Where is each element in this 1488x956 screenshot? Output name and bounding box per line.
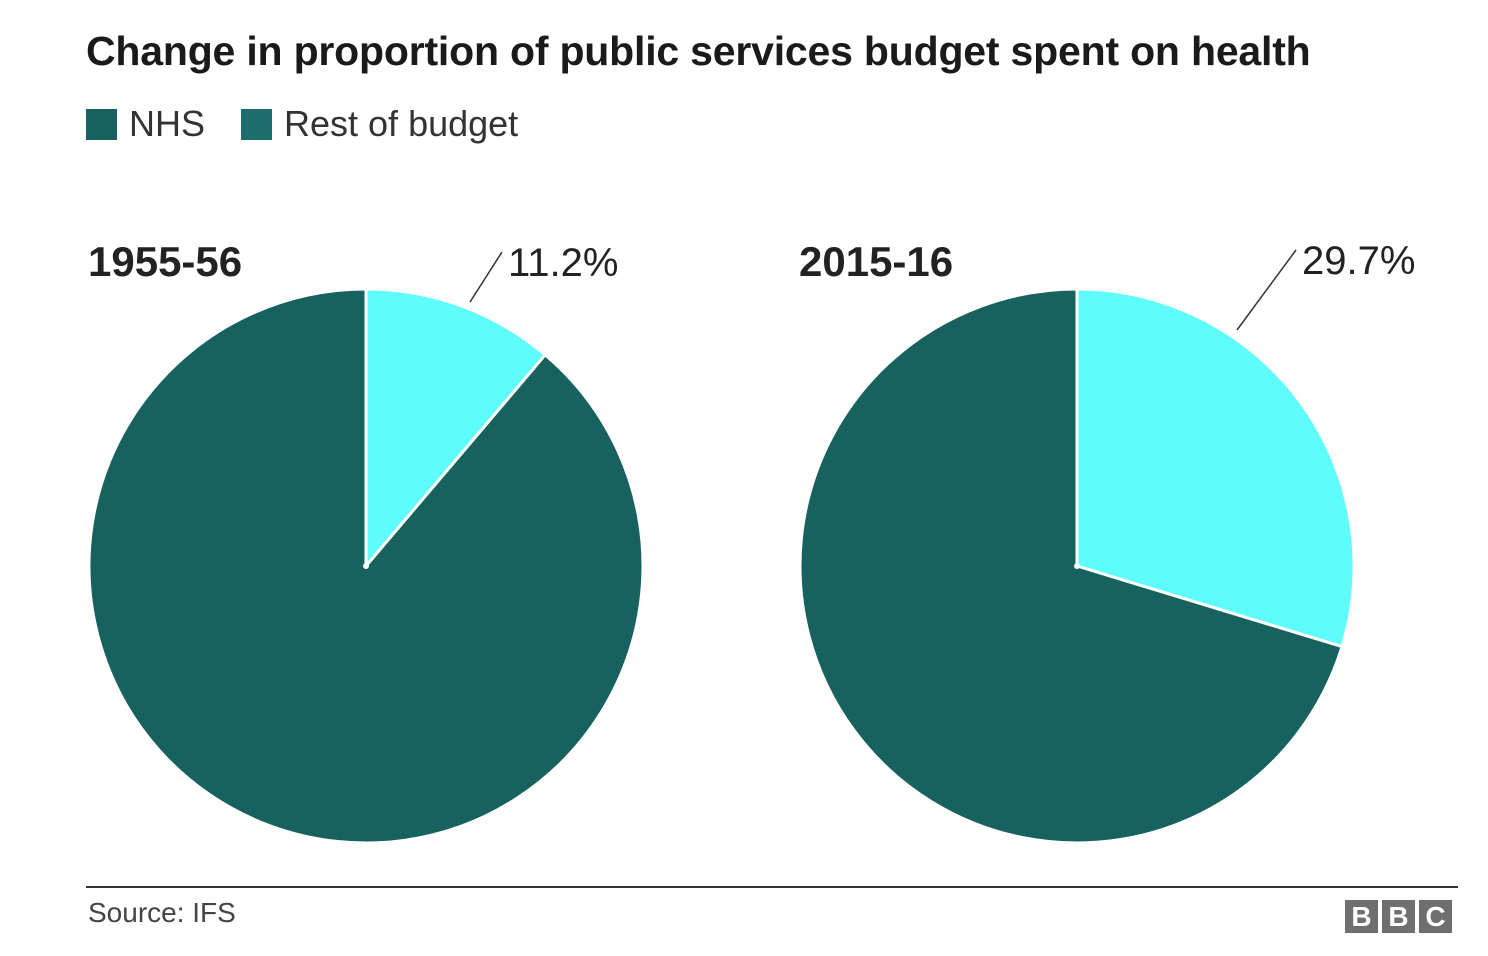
legend-item-rest-of-budget: Rest of budget <box>241 103 518 145</box>
bbc-logo: B B C <box>1341 900 1452 933</box>
pie-slice-nhs <box>1075 287 1356 649</box>
pie-charts: 1955-56 11.2% 2015-16 29.7% <box>87 238 1415 845</box>
source-note: Source: IFS <box>88 897 236 928</box>
legend-swatch-rest-of-budget <box>241 108 273 140</box>
legend-swatch-nhs <box>86 108 117 140</box>
pie-chart-1: 1955-56 11.2% <box>87 238 645 845</box>
data-label-leader-line <box>1236 249 1297 331</box>
pie-title: 2015-16 <box>799 238 953 285</box>
data-label-leader-line <box>469 251 503 303</box>
legend-label-nhs: NHS <box>129 103 206 144</box>
pie-center-dot <box>363 563 369 569</box>
pie-chart-2: 2015-16 29.7% <box>798 238 1415 845</box>
pie-data-label: 29.7% <box>1302 239 1415 283</box>
footer-divider <box>86 886 1458 888</box>
legend-label-rest-of-budget: Rest of budget <box>284 103 519 144</box>
pie-data-label: 11.2% <box>508 241 618 285</box>
pie-center-dot <box>1074 563 1080 569</box>
pie-slice-rest-of-budget <box>798 287 1344 845</box>
legend: NHS Rest of budget <box>86 103 554 145</box>
bbc-logo-letter-b1: B <box>1345 900 1378 933</box>
pie-slice-nhs <box>364 287 547 568</box>
bbc-logo-letter-b2: B <box>1382 900 1415 933</box>
bbc-logo-letter-c: C <box>1419 900 1452 933</box>
legend-item-nhs: NHS <box>86 103 205 145</box>
chart-title: Change in proportion of public services … <box>86 28 1311 74</box>
pie-title: 1955-56 <box>88 238 242 285</box>
